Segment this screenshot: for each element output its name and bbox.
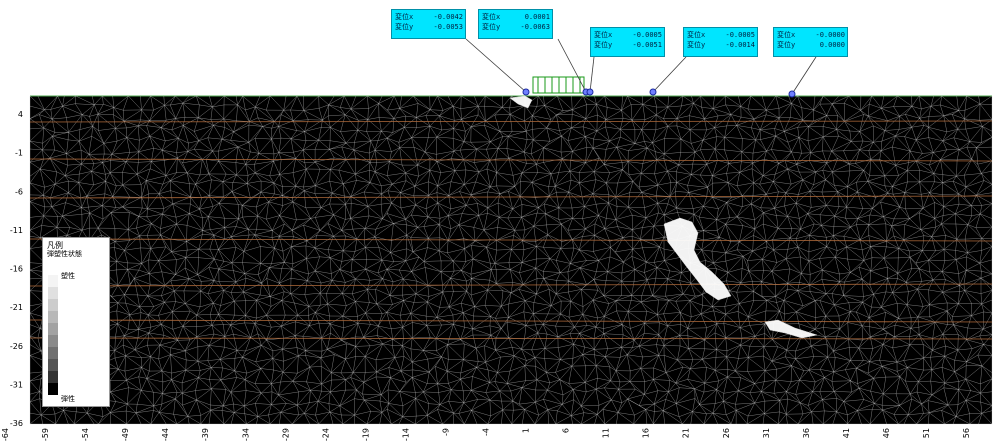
x-tick-label: 11 xyxy=(602,428,611,438)
y-tick-label: -21 xyxy=(10,303,23,312)
legend-swatch-1 xyxy=(48,275,58,287)
observation-point-4[interactable] xyxy=(649,88,657,96)
disp-y-value: -0.0014 xyxy=(725,41,755,49)
displacement-callout-2[interactable]: 変位x 0.0001 変位y -0.0063 xyxy=(478,9,553,39)
soil-layer-boundary-7 xyxy=(29,337,993,340)
disp-x-label: 変位x xyxy=(777,31,796,39)
disp-y-label: 変位y xyxy=(687,41,706,49)
disp-x-label: 変位x xyxy=(594,31,613,39)
disp-y-value: 0.0000 xyxy=(819,41,845,49)
callout-leader-4 xyxy=(652,56,687,93)
disp-x-value: -0.0042 xyxy=(433,13,463,21)
legend-swatch-5 xyxy=(48,323,58,335)
disp-y-label: 変位y xyxy=(395,23,414,31)
legend-top-label: 塑性 xyxy=(61,272,75,280)
disp-x-label: 変位x xyxy=(687,31,706,39)
soil-layer-boundary-5 xyxy=(29,283,993,287)
legend-swatch-2 xyxy=(48,287,58,299)
y-tick-label: -6 xyxy=(15,187,23,196)
x-tick-label: -29 xyxy=(281,428,290,441)
observation-point-5[interactable] xyxy=(788,90,796,98)
x-tick-label: 26 xyxy=(722,428,731,438)
legend-swatch-9 xyxy=(48,371,58,383)
callout-leader-3 xyxy=(589,56,595,93)
x-tick-label: 56 xyxy=(962,428,971,438)
x-tick-label: 36 xyxy=(802,428,811,438)
y-tick-label: -11 xyxy=(10,226,23,235)
legend-swatch-4 xyxy=(48,311,58,323)
y-tick-label: -36 xyxy=(10,419,23,428)
soil-layer-boundary-4 xyxy=(29,238,993,242)
callout-leader-1 xyxy=(465,38,527,93)
disp-y-label: 変位y xyxy=(777,41,796,49)
disp-x-value: 0.0001 xyxy=(524,13,550,21)
y-tick-label: 4 xyxy=(18,110,23,119)
x-tick-label: -19 xyxy=(361,428,370,441)
x-tick-label: 51 xyxy=(922,428,931,438)
x-tick-label: -34 xyxy=(241,428,250,441)
soil-layer-boundary-3 xyxy=(29,195,993,199)
callout-leader-2 xyxy=(557,38,587,93)
y-tick-label: -16 xyxy=(10,265,23,274)
plastic-zone-3 xyxy=(509,95,533,109)
x-tick-label: 41 xyxy=(842,428,851,438)
x-tick-label: 31 xyxy=(762,428,771,438)
displacement-callout-4[interactable]: 変位x -0.0005 変位y -0.0014 xyxy=(683,27,758,57)
disp-x-label: 変位x xyxy=(482,13,501,21)
legend-panel: 凡例 弾塑性状態 塑性 弾性 xyxy=(42,237,110,407)
soil-layer-boundary-1 xyxy=(29,120,993,123)
disp-x-value: -0.0005 xyxy=(632,31,662,39)
y-tick-label: -1 xyxy=(15,149,23,158)
disp-x-label: 変位x xyxy=(395,13,414,21)
x-tick-label: -14 xyxy=(401,428,410,441)
plastic-zone-1 xyxy=(663,217,732,301)
fem-mesh xyxy=(29,95,993,425)
disp-x-value: -0.0000 xyxy=(815,31,845,39)
disp-y-label: 変位y xyxy=(482,23,501,31)
x-tick-label: -44 xyxy=(161,428,170,441)
legend-swatch-8 xyxy=(48,359,58,371)
legend-swatch-6 xyxy=(48,335,58,347)
disp-y-value: -0.0051 xyxy=(632,41,662,49)
disp-y-label: 変位y xyxy=(594,41,613,49)
x-tick-label: -49 xyxy=(121,428,130,441)
displacement-callout-1[interactable]: 変位x -0.0042 変位y -0.0053 xyxy=(391,9,466,39)
displacement-callout-5[interactable]: 変位x -0.0000 変位y 0.0000 xyxy=(773,27,848,57)
x-tick-label: -24 xyxy=(321,428,330,441)
observation-point-3[interactable] xyxy=(586,88,594,96)
soil-layer-boundary-6 xyxy=(29,319,993,323)
y-tick-label: -26 xyxy=(10,342,23,351)
x-tick-label: -64 xyxy=(1,428,10,441)
x-tick-label: -59 xyxy=(41,428,50,441)
legend-subtitle: 弾塑性状態 xyxy=(47,250,82,258)
legend-swatch-3 xyxy=(48,299,58,311)
x-tick-label: -9 xyxy=(442,428,451,436)
legend-bottom-label: 弾性 xyxy=(61,395,75,403)
x-tick-label: 1 xyxy=(522,428,531,433)
disp-x-value: -0.0005 xyxy=(725,31,755,39)
plastic-zone-2 xyxy=(764,319,818,339)
callout-leader-5 xyxy=(791,56,817,95)
legend-swatch-10 xyxy=(48,383,58,395)
disp-y-value: -0.0063 xyxy=(520,23,550,31)
x-tick-label: 6 xyxy=(562,428,571,433)
x-tick-label: -54 xyxy=(81,428,90,441)
x-tick-label: -4 xyxy=(482,428,491,436)
disp-y-value: -0.0053 xyxy=(433,23,463,31)
x-tick-label: 21 xyxy=(682,428,691,438)
legend-title: 凡例 xyxy=(47,241,63,250)
legend-swatch-7 xyxy=(48,347,58,359)
x-tick-label: 46 xyxy=(882,428,891,438)
displacement-callout-3[interactable]: 変位x -0.0005 変位y -0.0051 xyxy=(590,27,665,57)
x-tick-label: -39 xyxy=(201,428,210,441)
soil-layer-boundary-2 xyxy=(29,158,993,162)
observation-point-1[interactable] xyxy=(522,88,530,96)
y-tick-label: -31 xyxy=(10,380,23,389)
x-tick-label: 16 xyxy=(642,428,651,438)
